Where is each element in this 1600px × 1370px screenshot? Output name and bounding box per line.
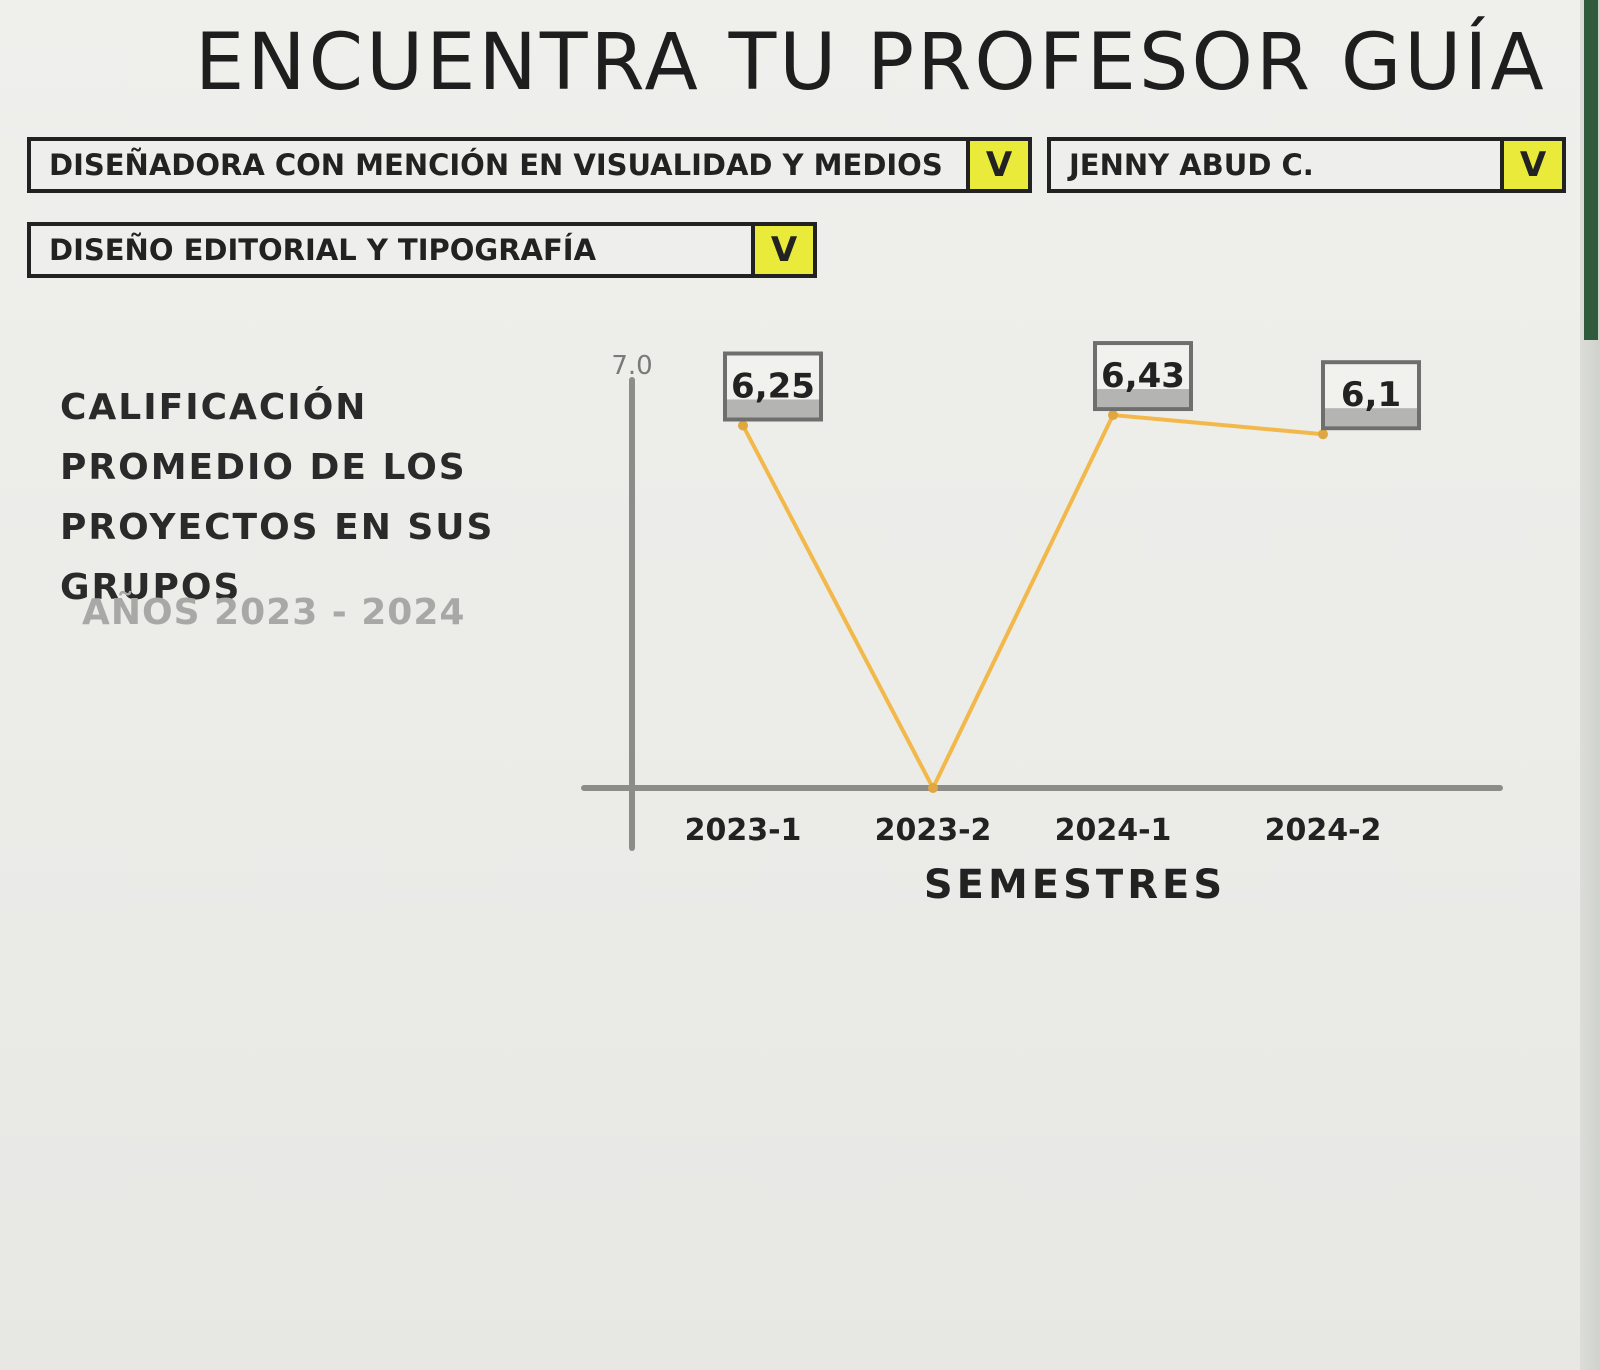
chevron-down-icon[interactable]: V [966, 141, 1028, 189]
professor-dropdown-value: Jenny Abud C. [1069, 148, 1314, 182]
y-tick-label: 7.0 [611, 351, 652, 381]
data-point [1108, 410, 1118, 421]
data-label: 6,1 [1341, 375, 1401, 415]
x-tick-label: 2024-2 [1265, 813, 1382, 848]
chevron-down-icon[interactable]: V [751, 226, 813, 274]
course-dropdown[interactable]: Diseño editorial y tipografía V [27, 222, 817, 278]
data-point [1318, 429, 1328, 440]
data-point [738, 420, 748, 431]
data-label: 6,43 [1101, 356, 1185, 396]
data-label-shadow [1325, 408, 1417, 427]
metric-title: Calificación promedio de los proyectos e… [60, 387, 495, 608]
paper-edge [1580, 0, 1600, 1370]
page-title: Encuentra tu profesor guía [195, 18, 1547, 108]
career-dropdown-value: Diseñadora con mención en Visualidad y m… [49, 148, 943, 182]
x-tick-label: 2023-2 [875, 813, 992, 848]
data-point [928, 783, 938, 793]
data-label: 6,25 [731, 367, 815, 407]
chevron-down-icon[interactable]: V [1500, 141, 1562, 189]
metric-years: Años 2023 - 2024 [82, 592, 466, 633]
professor-dropdown[interactable]: Jenny Abud C. V [1047, 137, 1566, 193]
x-axis-label: SEMESTRES [924, 862, 1226, 908]
data-label-shadow [727, 399, 819, 418]
line-chart: 7.0 6,25 2023-1 2023-2 6,43 2024-1 6,1 2024-2 SE… [581, 341, 1503, 908]
x-tick-label: 2024-1 [1055, 813, 1172, 848]
x-tick-label: 2023-1 [685, 813, 802, 848]
career-dropdown[interactable]: Diseñadora con mención en Visualidad y m… [27, 137, 1032, 193]
series-line [741, 413, 1324, 790]
course-dropdown-value: Diseño editorial y tipografía [49, 233, 597, 267]
data-label-shadow [1097, 389, 1189, 408]
